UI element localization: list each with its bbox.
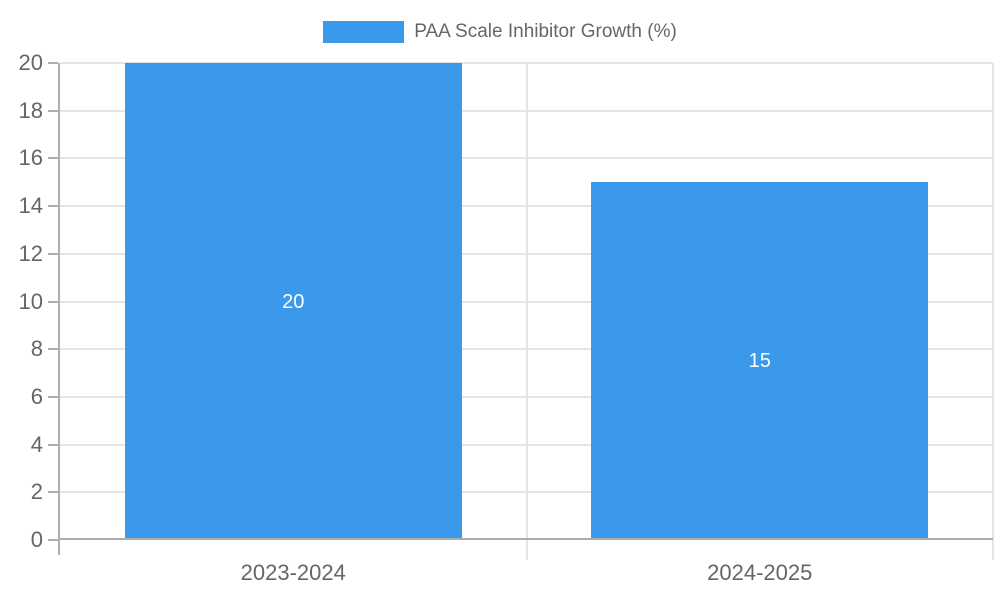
y-axis-tick [48,443,58,446]
x-axis-line [58,538,993,540]
gridline-vertical [525,63,528,560]
legend[interactable]: PAA Scale Inhibitor Growth (%) [0,21,1000,43]
y-axis-label: 6 [30,383,43,409]
legend-swatch[interactable] [323,21,405,43]
y-axis-label: 14 [18,193,43,219]
bar-value-label: 20 [282,290,305,313]
x-axis-label: 2023-2024 [240,560,346,585]
gridline-vertical [992,63,994,560]
y-axis-label: 16 [18,145,43,171]
y-axis-tick [48,539,58,541]
y-axis-tick [48,62,58,64]
y-axis-label: 20 [18,50,43,75]
y-axis-label: 18 [18,97,43,123]
y-axis-line [58,63,60,555]
y-axis-tick [48,157,58,160]
y-axis-tick [48,300,58,303]
y-axis-label: 4 [30,431,43,457]
y-axis-label: 10 [18,288,43,314]
y-axis-tick [48,491,58,494]
y-axis-tick [48,395,58,398]
bar[interactable] [124,63,462,540]
y-axis-tick [48,348,58,351]
y-axis-tick [48,109,58,112]
y-axis-label: 8 [30,336,43,362]
bar-value-label: 15 [748,350,771,373]
y-axis-tick [48,252,58,255]
y-axis-label: 12 [18,240,43,266]
y-axis-tick [48,205,58,208]
legend-label[interactable]: PAA Scale Inhibitor Growth (%) [414,21,677,42]
bar[interactable] [591,182,929,540]
y-axis-label: 0 [30,527,43,552]
y-axis-label: 2 [30,479,43,505]
x-axis-label: 2024-2025 [707,560,813,585]
